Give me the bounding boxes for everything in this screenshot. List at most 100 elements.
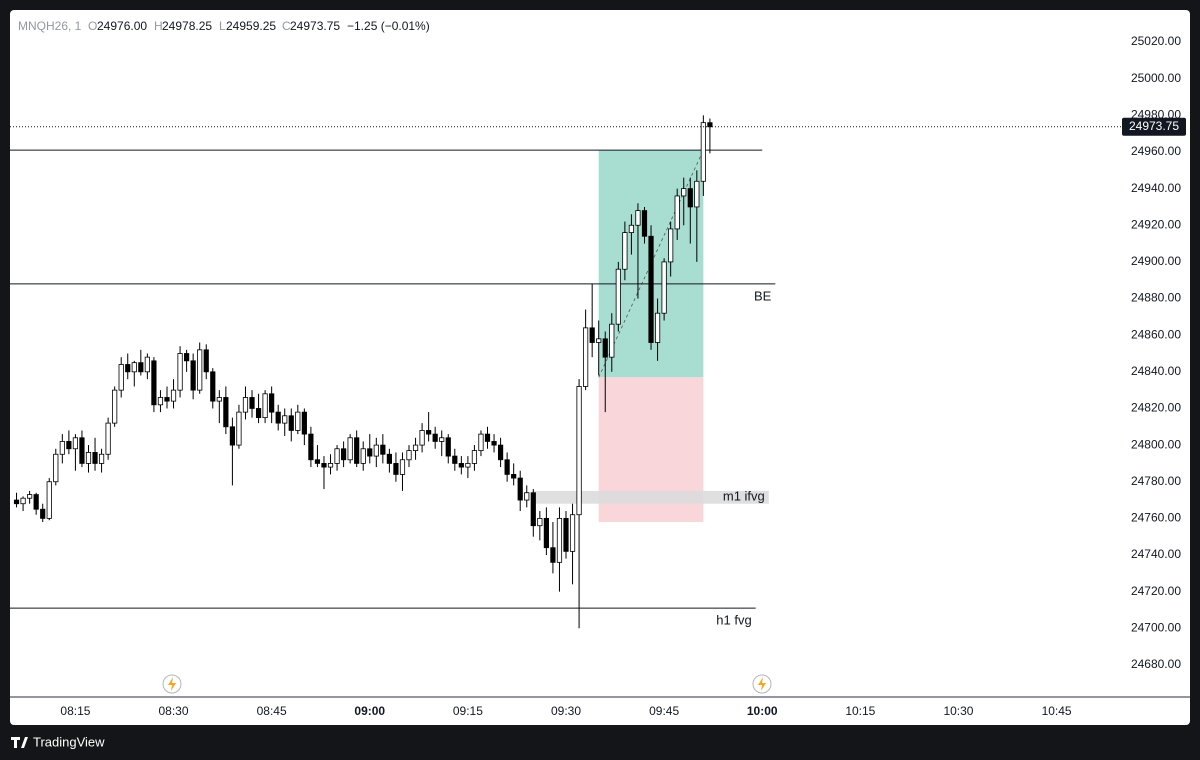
- zone-label: m1 ifvg: [723, 489, 765, 504]
- symbol: MNQH26, 1: [18, 19, 82, 33]
- candle-body: [340, 448, 347, 461]
- last-price-label: 24973.75: [1129, 119, 1179, 133]
- candle-body: [602, 338, 608, 358]
- ohlc-key: L: [219, 19, 226, 33]
- candle-body: [177, 353, 183, 391]
- candle-body: [445, 437, 451, 457]
- candle-body: [399, 459, 406, 475]
- candle-body: [687, 188, 693, 208]
- candle-body: [269, 393, 275, 413]
- brand: TradingView: [11, 734, 105, 749]
- x-tick-label: 08:45: [257, 704, 287, 718]
- candle-body: [164, 397, 170, 402]
- candle-body: [504, 459, 510, 475]
- level-label: BE: [754, 288, 772, 303]
- candle-body: [27, 494, 33, 499]
- candle-body: [380, 444, 386, 455]
- candle-body: [288, 415, 294, 431]
- candle-body: [367, 448, 373, 457]
- candle-body: [707, 122, 713, 128]
- candle-body: [393, 463, 399, 475]
- candle-body: [138, 362, 144, 373]
- candle-body: [301, 411, 307, 435]
- candle-body: [694, 180, 700, 208]
- candle-body: [46, 481, 52, 519]
- ohlc-key: O: [88, 19, 97, 33]
- candle-body: [635, 210, 641, 226]
- candle-body: [641, 210, 648, 237]
- candle-body: [275, 411, 281, 424]
- x-tick-label: 10:15: [845, 704, 875, 718]
- x-tick-label: 09:00: [354, 704, 385, 718]
- event-icon[interactable]: [752, 674, 772, 694]
- y-tick-label: 24860.00: [1131, 327, 1181, 341]
- candle-body: [432, 433, 438, 442]
- x-tick-label: 10:30: [943, 704, 973, 718]
- y-tick-label: 24940.00: [1131, 181, 1181, 195]
- candle-body: [484, 433, 491, 442]
- candle-body: [596, 338, 602, 343]
- candle-body: [190, 360, 196, 391]
- x-tick-label: 09:15: [453, 704, 483, 718]
- candle-body: [98, 453, 105, 464]
- candle-body: [144, 356, 150, 373]
- candle-body: [550, 547, 556, 563]
- y-tick-label: 25020.00: [1131, 34, 1181, 48]
- ohlc-key: C: [282, 19, 291, 33]
- candle-body: [406, 450, 412, 461]
- candle-body: [85, 452, 92, 464]
- candle-body: [556, 517, 563, 563]
- candle-body: [511, 474, 517, 479]
- candle-body: [184, 353, 190, 362]
- candle-body: [112, 389, 118, 424]
- candle-body: [628, 224, 635, 233]
- x-tick-label: 10:45: [1042, 704, 1072, 718]
- x-tick-label: 09:30: [551, 704, 581, 718]
- candle-body: [360, 448, 366, 464]
- x-tick-label: 08:30: [159, 704, 189, 718]
- ohlc-value: 24976.00: [97, 19, 147, 33]
- ohlc-value: 24978.25: [162, 19, 212, 33]
- y-tick-label: 24820.00: [1131, 401, 1181, 415]
- candle-body: [40, 508, 46, 519]
- candle-body: [125, 364, 131, 373]
- y-tick-label: 24900.00: [1131, 254, 1181, 268]
- y-tick-label: 24760.00: [1131, 511, 1181, 525]
- y-tick-label: 25000.00: [1131, 71, 1181, 85]
- candle-body: [458, 463, 464, 468]
- last-price-tag: [1122, 117, 1186, 136]
- candle-body: [334, 448, 340, 464]
- y-tick-label: 24740.00: [1131, 547, 1181, 561]
- candle-body: [386, 453, 392, 464]
- candle-body: [569, 514, 576, 552]
- legend-header: MNQH26, 1 O 24976.00 H 24978.25 L 24959.…: [18, 19, 430, 33]
- candle-body: [242, 397, 249, 413]
- y-tick-label: 24880.00: [1131, 291, 1181, 305]
- candle-body: [308, 433, 314, 461]
- event-icon[interactable]: [162, 674, 182, 694]
- candle-body: [426, 430, 432, 435]
- candle-body: [524, 492, 530, 501]
- candle-body: [347, 437, 353, 461]
- candle-body: [622, 232, 628, 270]
- candle-body: [255, 408, 262, 419]
- candle-body: [609, 323, 615, 358]
- y-tick-label: 24800.00: [1131, 437, 1181, 451]
- candle-body: [517, 477, 523, 501]
- candle-body: [236, 411, 242, 446]
- candle-body: [118, 364, 124, 391]
- candle-body: [210, 371, 216, 402]
- candle-body: [92, 452, 98, 464]
- candle-body: [20, 497, 26, 505]
- level-label: h1 fvg: [716, 613, 751, 628]
- candle-body: [491, 441, 497, 446]
- candle-body: [314, 459, 321, 464]
- candle-body: [327, 463, 334, 468]
- candle-body: [563, 517, 569, 552]
- candle-body: [537, 517, 543, 527]
- candle-body: [53, 453, 59, 483]
- candle-body: [72, 437, 79, 450]
- change: −1.25 (−0.01%): [347, 19, 430, 33]
- x-tick-label: 08:15: [60, 704, 90, 718]
